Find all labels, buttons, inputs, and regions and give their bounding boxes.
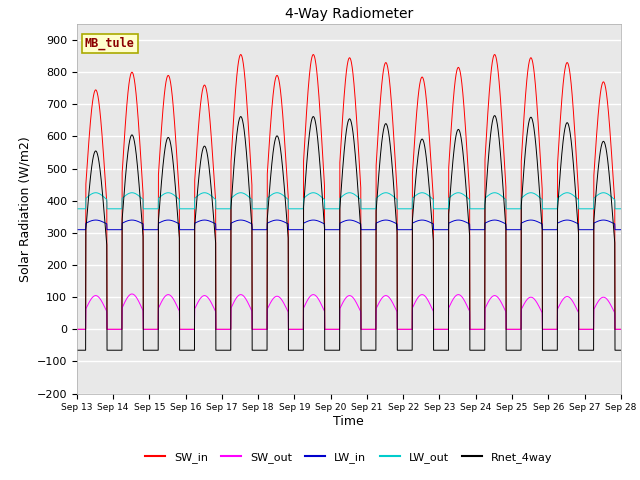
- LW_in: [376, 218, 384, 224]
- Line: SW_in: SW_in: [77, 55, 621, 329]
- LW_in: [569, 218, 577, 224]
- LW_out: [365, 206, 372, 212]
- Rnet_4way: [73, 348, 81, 353]
- LW_out: [569, 192, 577, 198]
- SW_in: [507, 326, 515, 332]
- SW_in: [617, 326, 625, 332]
- SW_in: [365, 326, 372, 332]
- Rnet_4way: [491, 113, 499, 119]
- LW_in: [73, 227, 81, 233]
- LW_out: [376, 192, 384, 198]
- SW_in: [73, 326, 81, 332]
- LW_out: [225, 206, 232, 212]
- Rnet_4way: [584, 348, 592, 353]
- Rnet_4way: [376, 156, 384, 161]
- Line: SW_out: SW_out: [77, 294, 621, 329]
- LW_out: [600, 190, 607, 196]
- SW_out: [365, 326, 372, 332]
- Title: 4-Way Radiometer: 4-Way Radiometer: [285, 8, 413, 22]
- SW_in: [491, 52, 499, 58]
- LW_in: [365, 227, 372, 233]
- LW_out: [617, 206, 625, 212]
- Text: MB_tule: MB_tule: [85, 37, 135, 50]
- LW_out: [507, 206, 515, 212]
- SW_in: [584, 326, 592, 332]
- SW_in: [569, 102, 577, 108]
- SW_in: [225, 326, 232, 332]
- X-axis label: Time: Time: [333, 415, 364, 428]
- SW_out: [617, 326, 625, 332]
- Legend: SW_in, SW_out, LW_in, LW_out, Rnet_4way: SW_in, SW_out, LW_in, LW_out, Rnet_4way: [141, 447, 557, 467]
- SW_out: [569, 299, 577, 305]
- Rnet_4way: [569, 156, 577, 162]
- LW_in: [225, 227, 232, 233]
- Y-axis label: Solar Radiation (W/m2): Solar Radiation (W/m2): [18, 136, 31, 282]
- LW_in: [617, 227, 625, 233]
- Rnet_4way: [507, 348, 515, 353]
- Line: LW_in: LW_in: [77, 220, 621, 230]
- Line: LW_out: LW_out: [77, 193, 621, 209]
- LW_out: [584, 206, 591, 212]
- SW_out: [376, 298, 384, 303]
- Line: Rnet_4way: Rnet_4way: [77, 116, 621, 350]
- SW_out: [507, 326, 515, 332]
- Rnet_4way: [225, 348, 232, 353]
- SW_out: [73, 326, 81, 332]
- LW_in: [584, 227, 591, 233]
- LW_in: [507, 227, 515, 233]
- LW_out: [73, 206, 81, 212]
- SW_out: [225, 326, 232, 332]
- SW_out: [128, 291, 136, 297]
- Rnet_4way: [617, 348, 625, 353]
- LW_in: [600, 217, 607, 223]
- SW_in: [376, 100, 384, 106]
- SW_out: [584, 326, 592, 332]
- Rnet_4way: [365, 348, 372, 353]
